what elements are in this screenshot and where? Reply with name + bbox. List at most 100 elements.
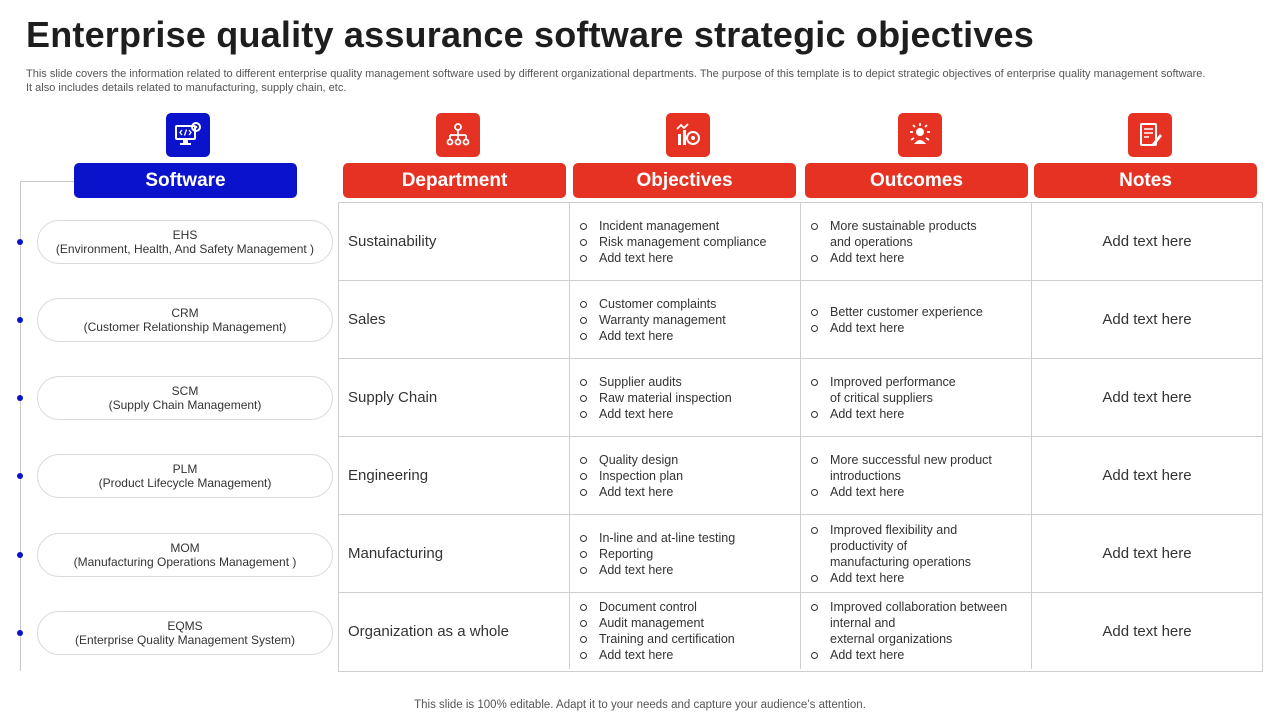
objective-item: Add text here: [579, 250, 800, 266]
objective-item: Incident management: [579, 218, 800, 234]
department-label: Engineering: [348, 467, 429, 484]
objective-item: Add text here: [579, 406, 800, 422]
hierarchy-icon: [436, 113, 480, 157]
objectives-cell: Quality design Inspection plan Add text he…: [570, 437, 801, 515]
tree-top-connector: [20, 181, 74, 182]
software-full-name: (Supply Chain Management): [108, 398, 262, 412]
software-abbr: SCM: [171, 384, 199, 398]
objectives-cell: Incident management Risk management compl…: [570, 203, 801, 281]
outcome-item: Better customer experience: [810, 304, 1031, 320]
outcome-item: introductions: [830, 468, 901, 483]
outcome-item: Add text here: [810, 484, 1031, 500]
objective-item: In-line and at-line testing: [579, 530, 800, 546]
notes-cell: Add text here: [1032, 281, 1262, 359]
objectives-table: Sustainability Incident management Risk ma…: [338, 202, 1263, 672]
software-item: MOM (Manufacturing Operations Management …: [37, 533, 333, 577]
outcome-item: Add text here: [810, 320, 1031, 336]
department-label: Sales: [348, 311, 386, 328]
outcome-item: internal and: [830, 616, 896, 630]
software-bullet-dot: [17, 239, 23, 245]
tree-vertical-line: [20, 181, 21, 671]
software-abbr: CRM: [171, 306, 199, 320]
outcome-item: external organizations: [830, 632, 953, 646]
outcome-item: Improved collaboration between: [810, 599, 1031, 615]
outcome-item: of critical suppliers: [830, 390, 933, 405]
department-cell: Sales: [339, 281, 570, 359]
objectives-cell: Supplier audits Raw material inspection Ad…: [570, 359, 801, 437]
department-label: Organization as a whole: [348, 622, 509, 640]
outcome-item: and operations: [830, 234, 913, 249]
outcome-item: Add text here: [810, 647, 1031, 663]
objective-item: Customer complaints: [579, 296, 800, 312]
software-item: EHS (Environment, Health, And Safety Mana…: [37, 220, 333, 264]
note-text: Add text here: [1102, 467, 1192, 484]
objective-item: Add text here: [579, 484, 800, 500]
objective-item: Add text here: [579, 562, 800, 578]
notes-cell: Add text here: [1032, 203, 1262, 281]
outcomes-cell: Improved performance of critical supplier…: [801, 359, 1032, 437]
department-cell: Supply Chain: [339, 359, 570, 437]
objective-item: Warranty management: [579, 312, 800, 328]
objective-item: Risk management compliance: [579, 234, 800, 250]
software-abbr: EQMS: [167, 619, 203, 633]
software-bullet-dot: [17, 395, 23, 401]
department-cell: Organization as a whole: [339, 593, 570, 669]
objective-item: Document control: [579, 599, 800, 615]
footer-note: This slide is 100% editable. Adapt it to…: [414, 699, 866, 711]
objective-item: Training and certification: [579, 631, 800, 647]
software-full-name: (Customer Relationship Management): [83, 320, 287, 334]
outcome-item: More successful new product: [810, 452, 1031, 468]
outcome-item: More sustainable products: [810, 218, 1031, 234]
software-bullet-dot: [17, 473, 23, 479]
objectives-cell: Document control Audit management Training…: [570, 593, 801, 669]
page-subtitle: This slide covers the information relate…: [26, 68, 1206, 94]
department-label: Supply Chain: [348, 389, 438, 406]
notes-cell: Add text here: [1032, 437, 1262, 515]
objective-item: Supplier audits: [579, 374, 800, 390]
objective-item: Inspection plan: [579, 468, 800, 484]
department-cell: Engineering: [339, 437, 570, 515]
software-code-gear-icon: [166, 113, 210, 157]
outcomes-cell: More successful new product introductions…: [801, 437, 1032, 515]
software-bullet-dot: [17, 630, 23, 636]
team-idea-icon: [898, 113, 942, 157]
notes-cell: Add text here: [1032, 359, 1262, 437]
note-text: Add text here: [1102, 311, 1192, 328]
software-item: CRM (Customer Relationship Management): [37, 298, 333, 342]
document-pen-icon: [1128, 113, 1172, 157]
objective-item: Add text here: [579, 328, 800, 344]
software-item: EQMS (Enterprise Quality Management Syste…: [37, 611, 333, 655]
note-text: Add text here: [1102, 622, 1192, 640]
objective-item: Add text here: [579, 647, 800, 663]
notes-cell: Add text here: [1032, 593, 1262, 669]
outcome-item: Add text here: [810, 250, 1031, 266]
software-full-name: (Environment, Health, And Safety Managem…: [55, 242, 315, 256]
software-full-name: (Product Lifecycle Management): [98, 476, 272, 490]
department-cell: Sustainability: [339, 203, 570, 281]
notes-cell: Add text here: [1032, 515, 1262, 593]
note-text: Add text here: [1102, 389, 1192, 406]
outcomes-cell: More sustainable products and operations A…: [801, 203, 1032, 281]
software-full-name: (Manufacturing Operations Management ): [73, 555, 297, 569]
objective-item: Raw material inspection: [579, 390, 800, 406]
outcome-item: Add text here: [810, 570, 1031, 586]
software-item: SCM (Supply Chain Management): [37, 376, 333, 420]
software-abbr: PLM: [172, 462, 198, 476]
objective-item: Quality design: [579, 452, 800, 468]
target-chart-icon: [666, 113, 710, 157]
note-text: Add text here: [1102, 545, 1192, 562]
outcome-item: manufacturing operations: [830, 554, 972, 569]
header-objectives: Objectives: [573, 163, 796, 198]
software-abbr: MOM: [170, 541, 200, 555]
outcomes-cell: Better customer experience Add text here: [801, 281, 1032, 359]
software-full-name: (Enterprise Quality Management System): [74, 633, 296, 647]
outcomes-cell: Improved flexibility and productivity of m…: [801, 515, 1032, 593]
software-bullet-dot: [17, 552, 23, 558]
objective-item: Audit management: [579, 615, 800, 631]
outcome-item: productivity of: [830, 538, 908, 553]
header-outcomes: Outcomes: [805, 163, 1028, 198]
objective-item: Reporting: [579, 546, 800, 562]
software-bullet-dot: [17, 317, 23, 323]
department-label: Sustainability: [348, 233, 437, 250]
header-department: Department: [343, 163, 566, 198]
